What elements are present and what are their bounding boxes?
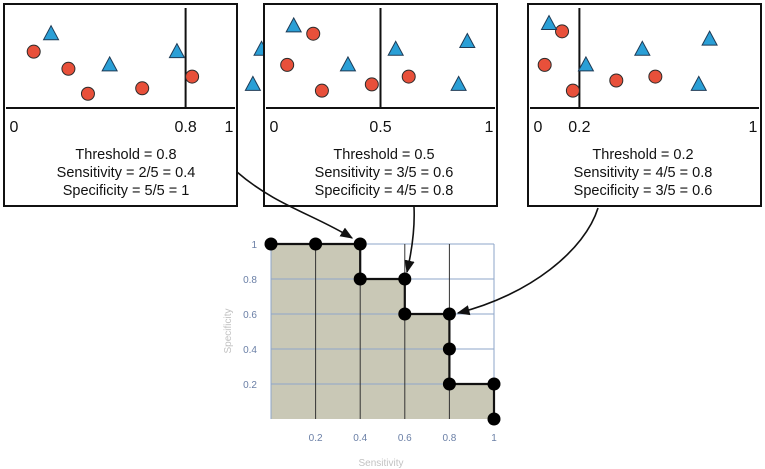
roc-point [442, 307, 456, 321]
roc-point [353, 237, 367, 251]
triangle-marker [244, 75, 262, 91]
sensitivity-line: Sensitivity = 2/5 = 0.4 [57, 165, 196, 181]
circle-marker [80, 86, 95, 101]
roc-point [264, 237, 278, 251]
triangle-marker [701, 30, 718, 46]
roc-y-ticks: 0.2 0.4 0.6 0.8 1 [243, 240, 257, 391]
roc-point [487, 377, 501, 391]
panel-scatter [530, 8, 759, 109]
circle-marker [401, 69, 416, 84]
triangle-marker [690, 75, 708, 91]
threshold-panel-1: 0 0.8 1 Threshold = 0.8 Sensitivity = 2/… [3, 3, 270, 207]
circle-marker [648, 69, 663, 84]
circle-marker [280, 57, 295, 72]
roc-area [271, 244, 494, 419]
triangle-marker [42, 24, 60, 41]
roc-point [442, 342, 456, 356]
panel-frame [527, 3, 762, 207]
circle-marker [565, 83, 580, 98]
y-tick-label: 0.8 [243, 275, 257, 286]
axis-label-right: 1 [225, 119, 234, 136]
circle-marker [314, 83, 329, 98]
arrow-panel1-to-point [236, 171, 354, 239]
axis-label-left: 0 [534, 119, 543, 136]
triangle-marker [339, 55, 357, 72]
x-tick-label: 0.2 [309, 433, 323, 444]
specificity-line: Specificity = 3/5 = 0.6 [574, 183, 713, 199]
x-tick-label: 0.6 [398, 433, 412, 444]
axis-label-left: 0 [10, 119, 19, 136]
arrow-panel3-to-point [456, 207, 599, 316]
sensitivity-line: Sensitivity = 3/5 = 0.6 [315, 165, 454, 181]
circle-marker [26, 44, 41, 59]
axis-label-threshold: 0.8 [174, 119, 196, 136]
y-tick-label: 0.2 [243, 380, 257, 391]
axis-label-threshold: 0.5 [369, 119, 391, 136]
panel-scatter [6, 8, 270, 109]
roc-area-layer [271, 244, 494, 419]
connector-arrows [236, 171, 599, 316]
y-tick-label: 0.4 [243, 345, 257, 356]
panel-scatter [266, 8, 495, 109]
x-tick-label: 0.8 [442, 433, 456, 444]
triangle-marker [577, 55, 595, 72]
axis-label-left: 0 [270, 119, 279, 136]
threshold-line: Threshold = 0.5 [333, 147, 434, 163]
triangle-marker [168, 42, 186, 59]
x-tick-label: 1 [491, 433, 497, 444]
triangle-marker [458, 32, 476, 48]
threshold-panel-3: 0 0.2 1 Threshold = 0.2 Sensitivity = 4/… [527, 3, 762, 207]
circle-marker [555, 24, 570, 39]
roc-point [353, 272, 367, 286]
threshold-line: Threshold = 0.8 [75, 147, 176, 163]
arrow-panel2-to-point [404, 206, 415, 274]
y-axis-label: Specificity [223, 308, 234, 353]
circle-marker [135, 81, 150, 96]
y-tick-label: 0.6 [243, 310, 257, 321]
specificity-line: Specificity = 5/5 = 1 [63, 183, 190, 199]
roc-point [398, 307, 412, 321]
circle-marker [306, 26, 321, 41]
circle-marker [609, 73, 624, 88]
roc-point [442, 377, 456, 391]
roc-point [398, 272, 412, 286]
x-tick-label: 0.4 [353, 433, 367, 444]
x-axis-label: Sensitivity [358, 458, 403, 469]
roc-point [487, 412, 501, 426]
triangle-marker [540, 14, 558, 31]
axis-label-right: 1 [485, 119, 494, 136]
specificity-line: Specificity = 4/5 = 0.8 [315, 183, 454, 199]
threshold-panel-2: 0 0.5 1 Threshold = 0.5 Sensitivity = 3/… [263, 3, 498, 207]
circle-marker [61, 61, 76, 76]
roc-point [309, 237, 323, 251]
y-tick-label: 1 [251, 240, 257, 251]
axis-label-threshold: 0.2 [568, 119, 590, 136]
roc-x-ticks: 0.2 0.4 0.6 0.8 1 [309, 433, 498, 444]
panel-frame [3, 3, 238, 207]
sensitivity-line: Sensitivity = 4/5 = 0.8 [574, 165, 713, 181]
axis-label-right: 1 [749, 119, 758, 136]
triangle-marker [450, 75, 467, 91]
roc-points [264, 237, 501, 426]
roc-chart: 0.2 0.4 0.6 0.8 1 0.20.40.60.81 Sensitivity … [223, 237, 501, 469]
circle-marker [185, 69, 200, 84]
circle-marker [537, 57, 552, 72]
triangle-marker [285, 16, 303, 33]
circle-marker [364, 77, 379, 92]
triangle-marker [633, 40, 651, 56]
triangle-marker [387, 40, 405, 56]
triangle-marker [101, 55, 118, 72]
threshold-line: Threshold = 0.2 [592, 147, 693, 163]
